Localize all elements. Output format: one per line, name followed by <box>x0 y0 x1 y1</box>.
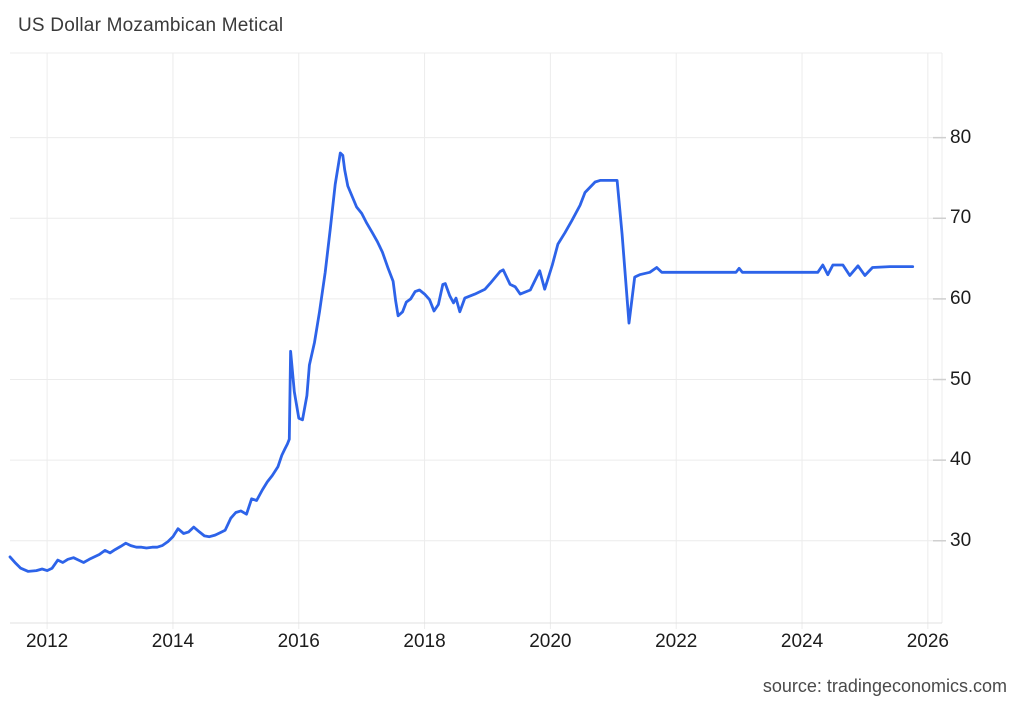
y-tick-label: 50 <box>950 368 972 390</box>
x-tick-label: 2024 <box>780 631 824 652</box>
x-tick-label: 2022 <box>655 631 698 652</box>
price-line <box>8 151 915 573</box>
x-tick-label: 2012 <box>25 631 69 652</box>
x-tick-label: 2018 <box>403 631 446 652</box>
y-tick-label: 70 <box>950 207 972 229</box>
y-tick-label: 60 <box>950 287 972 309</box>
x-tick-label: 2016 <box>277 631 320 652</box>
x-tick-label: 2020 <box>529 631 572 652</box>
y-tick-label: 80 <box>950 126 972 148</box>
chart-title: US Dollar Mozambican Metical <box>18 15 284 36</box>
y-tick-label: 30 <box>950 529 972 551</box>
source-attribution: source: tradingeconomics.com <box>762 676 1007 696</box>
x-tick-label: 2026 <box>906 631 949 652</box>
y-tick-label: 40 <box>950 449 972 471</box>
x-tick-label: 2014 <box>151 631 195 652</box>
